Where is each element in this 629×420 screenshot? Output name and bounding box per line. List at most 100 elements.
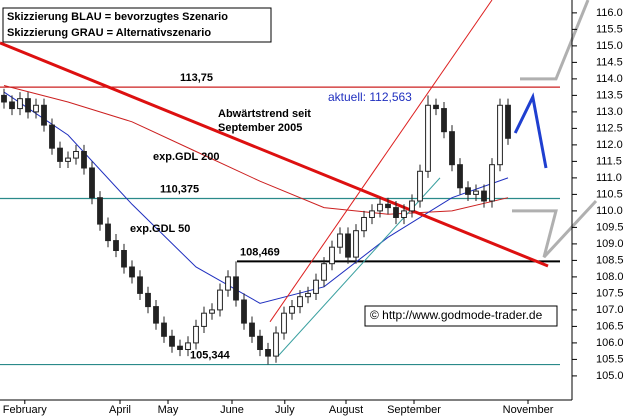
candle-body [241,299,247,324]
candle-body [377,203,383,212]
x-tick-label: July [275,404,295,416]
candle-body [49,124,55,149]
candle-body [201,312,207,327]
candle-body [233,276,239,301]
candle-body [369,210,375,218]
candle-body [273,332,279,357]
y-tick-label: 114.0 [596,73,623,85]
level-label: 105,344 [190,349,231,361]
candle-body [65,157,71,162]
candle-body [401,210,407,218]
candle-body [329,246,335,265]
candle-body [281,312,287,334]
current-price: aktuell: 112,563 [328,90,412,104]
y-tick-label: 112.0 [596,139,623,151]
candle-body [1,94,7,103]
candle-body [185,342,191,351]
candle-body [249,322,255,337]
candle-body [321,263,327,281]
candle-body [289,306,295,314]
y-tick-label: 107.0 [596,304,624,316]
candle-body [313,279,319,294]
candle-body [81,150,87,169]
candle-body [497,104,503,166]
copyright-box [364,305,558,327]
candle-body [209,309,215,314]
level-label: 110,375 [160,183,199,195]
candle-body [457,164,463,189]
candle-body [25,98,31,113]
y-tick-label: 108.0 [596,271,624,283]
scenario-grey-note: Skizzierung GRAU = Alternativszenario [7,27,211,39]
candle-body [385,203,391,209]
scenario-path [512,199,598,259]
candle-body [449,131,455,166]
y-tick-label: 115.0 [596,40,623,52]
scenario-path [520,0,590,81]
candle-body [105,223,111,242]
candle-body [257,335,263,351]
candle-body [225,276,231,291]
downtrend-note: September 2005 [218,122,302,134]
candle-body [353,230,359,258]
ma200-label: exp.GDL 200 [153,151,219,163]
y-tick-label: 109.5 [596,221,624,233]
x-tick-label: April [109,404,131,416]
candle-body [169,335,175,347]
axes: 105.0 105.5 106.0 106.5 107.0 107.5 108.0 108.5… [3,7,624,416]
y-tick-label: 106.0 [596,337,624,349]
scenario-blue-note: Skizzierung BLAU = bevorzugtes Szenario [7,11,228,23]
x-tick-label: June [220,404,244,416]
candle-body [57,147,63,162]
candle-body [121,249,127,268]
y-tick-label: 112.5 [596,122,623,134]
candle-body [17,98,23,110]
candle-body [97,197,103,225]
candle-body [217,289,223,311]
y-tick-label: 113.5 [596,89,623,101]
candle-body [433,104,439,110]
downtrend-note: Abwärtstrend seit [218,108,311,120]
y-tick-label: 113.0 [596,106,623,118]
candle-body [161,322,167,337]
scenario-path [513,92,548,169]
candle-body [73,150,79,159]
candle-body [177,345,183,351]
candle-body [129,266,135,278]
candle-body [145,292,151,308]
candle-body [345,233,351,258]
legend-box [2,7,272,43]
candle-body [465,187,471,195]
candle-body [361,216,367,232]
y-tick-label: 110.5 [596,188,623,200]
candle-body [417,170,423,202]
plot-area: 113,75 110,375 108,469 105,344 [0,0,598,366]
candle-body [153,306,159,324]
candle-body [305,292,311,298]
candle-body [113,240,119,251]
copyright: © http://www.godmode-trader.de [370,308,543,322]
candle-body [265,349,271,357]
candle-body [297,296,303,308]
y-tick-label: 107.5 [596,287,624,299]
x-tick-label: February [3,404,48,416]
candle-body [481,190,487,202]
ma50-label: exp.GDL 50 [130,223,190,235]
candle-body [393,207,399,218]
y-tick-label: 115.5 [596,23,623,35]
moving-average [3,84,509,215]
x-tick-label: September [387,404,441,416]
y-tick-label: 105.5 [596,353,624,365]
level-label: 108,469 [240,246,280,258]
candle-body [137,276,143,294]
candle-body [89,167,95,199]
candle-body [33,104,39,113]
y-tick-label: 105.0 [596,370,624,382]
candle-body [41,104,47,126]
candle-body [505,104,511,139]
x-tick-label: November [503,404,554,416]
y-tick-label: 109.0 [596,238,624,250]
y-tick-label: 108.5 [596,254,624,266]
y-tick-label: 111.0 [596,172,622,184]
y-tick-label: 116.0 [596,7,623,19]
